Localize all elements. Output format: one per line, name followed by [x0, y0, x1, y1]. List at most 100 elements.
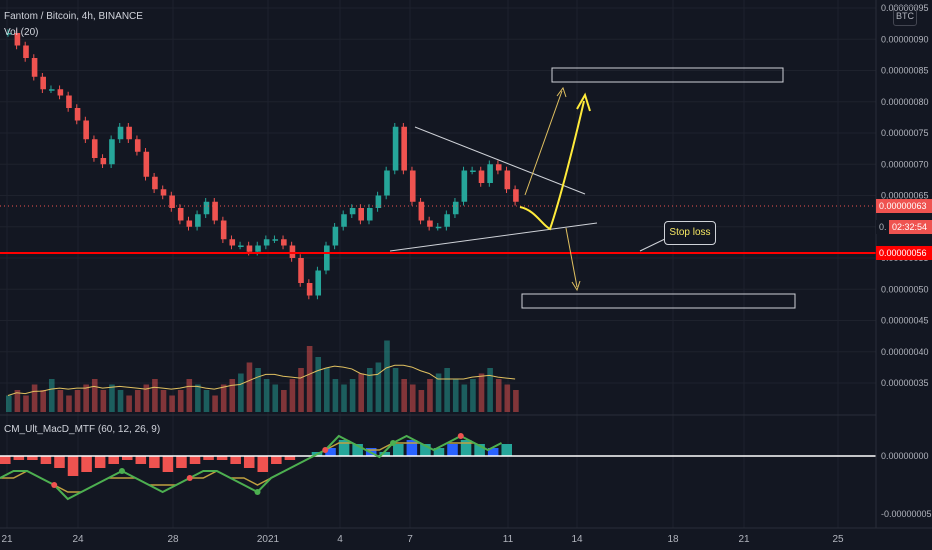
time-tick-label: 24	[72, 534, 84, 545]
candle-body	[401, 126, 407, 171]
macd-histogram-bar	[460, 440, 472, 456]
time-tick-label: 25	[832, 534, 844, 545]
volume-bar	[504, 384, 511, 412]
currency-badge[interactable]: BTC	[893, 6, 917, 26]
macd-indicator-label[interactable]: CM_Ult_MacD_MTF (60, 12, 26, 9)	[4, 424, 161, 435]
volume-bar	[109, 384, 115, 412]
volume-bar	[470, 379, 476, 412]
macd-cross-dot	[254, 489, 261, 495]
volume-bar	[31, 384, 38, 412]
macd-histogram-bar	[433, 448, 445, 456]
candle-body	[504, 170, 511, 190]
macd-histogram-bar	[27, 456, 38, 460]
candle-body	[384, 170, 390, 196]
volume-bar	[229, 379, 236, 412]
candle-body	[461, 170, 468, 202]
volume-bar	[332, 379, 339, 412]
volume-bar	[384, 340, 390, 412]
stop-loss-callout[interactable]: Stop loss	[664, 221, 716, 245]
volume-bar	[220, 384, 227, 412]
price-tick-label: 0.00000040	[881, 347, 929, 357]
volume-bar	[160, 390, 167, 412]
candle-body	[409, 170, 416, 202]
macd-histogram-bar	[352, 444, 363, 456]
macd-lower-tick: -0.00000005	[881, 509, 932, 519]
time-tick-label: 4	[337, 534, 343, 545]
time-axis-ticks: 21 24 28 2021 4 7 11 14 18 21 25	[1, 534, 844, 545]
price-tick-label: 0.00000080	[881, 97, 929, 107]
volume-bar	[298, 368, 304, 412]
candle-body	[238, 245, 244, 247]
candlesticks	[6, 29, 519, 300]
candle-body	[470, 170, 476, 172]
candle-body	[6, 33, 12, 35]
price-tick-label: 0.00000065	[881, 191, 929, 201]
candle-body	[427, 220, 433, 227]
volume-bar	[495, 379, 502, 412]
candle-body	[375, 195, 382, 208]
macd-histogram	[0, 440, 512, 476]
macd-histogram-bar	[420, 444, 431, 456]
macd-histogram-bar	[216, 456, 228, 460]
candle-body	[134, 139, 141, 152]
volume-bar	[272, 384, 279, 412]
candle-body	[31, 58, 38, 77]
volume-bar	[126, 395, 132, 412]
macd-histogram-bar	[474, 444, 485, 456]
volume-bar	[186, 379, 193, 412]
volume-bar	[195, 384, 201, 412]
candle-body	[263, 239, 270, 246]
macd-histogram-bar	[67, 456, 79, 476]
macd-lines	[0, 433, 502, 501]
time-tick-label: 2021	[257, 534, 280, 545]
current-price-tag: 0.00000063	[876, 199, 932, 213]
volume-bar	[401, 379, 407, 412]
candle-body	[341, 214, 347, 227]
candle-body	[272, 239, 279, 241]
candle-body	[91, 139, 98, 158]
thin-arrow-down	[565, 227, 578, 288]
yellow-path-up-arrow	[519, 100, 585, 231]
volume-bar	[14, 390, 21, 412]
candle-body	[358, 208, 364, 221]
candle-body	[315, 270, 322, 296]
volume-bar	[100, 390, 107, 412]
candle-body	[117, 126, 124, 140]
target-box-up	[551, 67, 784, 83]
volume-bar	[177, 390, 184, 412]
target-box-down	[521, 293, 796, 309]
candle-body	[23, 45, 29, 58]
candle-body	[48, 89, 55, 91]
candle-body	[83, 120, 89, 140]
macd-histogram-bar	[447, 444, 458, 456]
candle-body	[487, 164, 493, 183]
macd-histogram-bar	[135, 456, 147, 464]
volume-indicator-label[interactable]: Vol (20)	[4, 27, 39, 38]
candle-body	[478, 170, 485, 183]
macd-cross-dot	[322, 447, 329, 453]
macd-histogram-bar	[149, 456, 160, 468]
volume-bar	[289, 379, 296, 412]
volume-bar	[461, 384, 468, 412]
price-tick-label: 0.00000075	[881, 128, 929, 138]
volume-bar	[444, 368, 450, 412]
volume-bar	[48, 379, 55, 412]
volume-bar	[306, 346, 313, 412]
candle-body	[452, 201, 459, 215]
volume-bar	[57, 390, 64, 412]
candle-body	[160, 189, 167, 196]
candle-body	[324, 245, 330, 271]
time-tick-label: 18	[667, 534, 679, 545]
volume-bar	[74, 390, 81, 412]
candle-body	[152, 176, 158, 190]
volume-bar	[246, 362, 253, 412]
volume-bars	[6, 340, 519, 412]
volume-bar	[66, 395, 72, 412]
price-tick-label: 0.00000035	[881, 378, 929, 388]
macd-histogram-bar	[13, 456, 25, 460]
triangle-upper-trendline	[414, 126, 586, 195]
macd-histogram-bar	[230, 456, 241, 464]
chart-title[interactable]: Fantom / Bitcoin, 4h, BINANCE	[4, 11, 143, 22]
volume-bar	[375, 362, 382, 412]
